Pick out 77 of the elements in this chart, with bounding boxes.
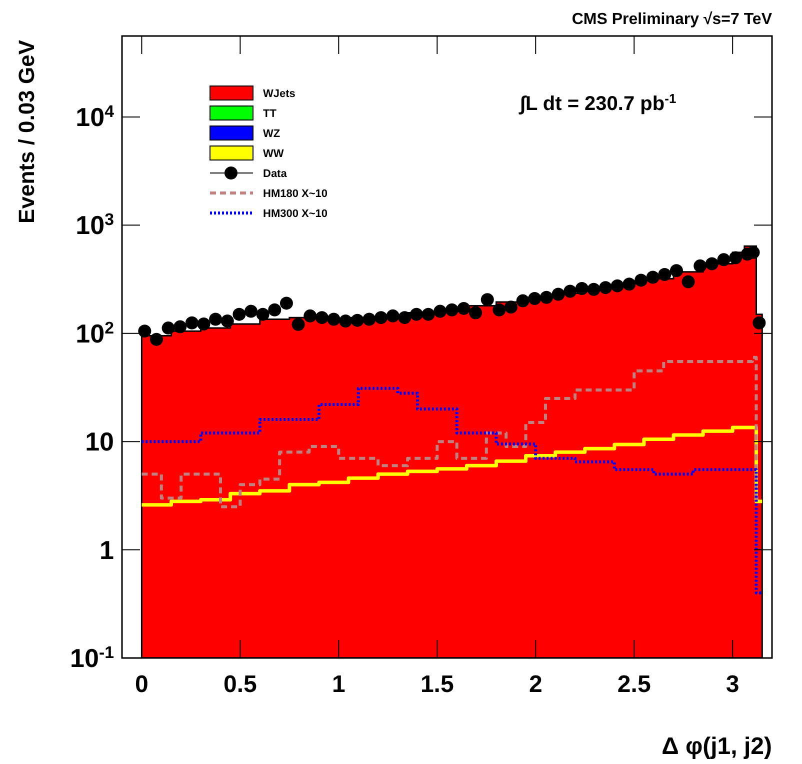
x-tick-label: 0 (135, 671, 148, 698)
point (256, 308, 270, 321)
y-tick-label: 10$^{4}$ (76, 101, 115, 132)
point (232, 308, 246, 321)
y-axis-title: Events / 0.03 GeV (14, 40, 39, 224)
point (516, 294, 530, 308)
point (185, 316, 198, 330)
y-tick-label: 10$^{3}$ (76, 210, 114, 240)
point (398, 311, 412, 324)
point (209, 312, 222, 326)
point (528, 292, 542, 306)
point (599, 281, 612, 294)
legend-label: HM180 X~10 (263, 188, 328, 200)
point (410, 308, 423, 321)
point (150, 332, 163, 346)
point (280, 296, 293, 310)
point (244, 304, 258, 318)
point (268, 303, 282, 316)
point (350, 314, 364, 327)
point (315, 311, 328, 324)
point (575, 282, 588, 295)
point (682, 275, 695, 288)
x-tick-label: 2.5 (617, 671, 651, 698)
point (492, 303, 506, 316)
point (504, 300, 518, 314)
point (434, 304, 447, 318)
point (374, 311, 388, 324)
point (540, 290, 553, 304)
point (729, 251, 742, 264)
point (705, 257, 718, 270)
point (386, 309, 400, 322)
x-axis-title: Δ φ(j1, j2) (662, 733, 772, 760)
point (634, 274, 648, 287)
legend-label: HM300 X~10 (263, 208, 328, 220)
point (622, 278, 636, 291)
chart-title: CMS Preliminary √s=7 TeV (572, 11, 772, 28)
point (752, 316, 766, 330)
point (746, 246, 760, 259)
point (646, 270, 660, 284)
point (587, 282, 600, 296)
point (138, 324, 152, 338)
legend-label: WZ (263, 128, 280, 140)
x-tick-label: 2 (528, 671, 542, 698)
x-tick-label: 0.5 (223, 671, 257, 698)
x-tick-label: 1 (332, 671, 346, 698)
point (717, 253, 730, 266)
point (469, 306, 482, 320)
point (292, 318, 305, 331)
point (694, 259, 707, 272)
x-tick-label: 1.5 (420, 671, 454, 698)
point (362, 312, 376, 326)
legend-label: WW (263, 148, 284, 160)
point (610, 279, 624, 292)
y-tick-label: 10$^{-1}$ (70, 642, 114, 673)
x-tick-label: 3 (726, 671, 740, 698)
y-tick-label: 1 (100, 534, 114, 565)
point (552, 288, 565, 301)
legend-label: TT (263, 108, 277, 120)
point (339, 314, 352, 328)
legend-label: WJets (263, 88, 296, 100)
point (162, 322, 175, 335)
point (174, 320, 187, 334)
point (197, 318, 210, 331)
point (480, 293, 494, 306)
point (445, 303, 458, 316)
y-tick-label: 10 (85, 426, 114, 457)
annotation: ∫L dt = 230.7 pb$^{-1}$ (518, 90, 676, 115)
point (564, 284, 577, 298)
point (658, 268, 672, 282)
point (304, 309, 317, 322)
point (327, 312, 340, 326)
legend-label: Data (263, 168, 288, 180)
point (670, 264, 683, 278)
point (422, 308, 435, 321)
point (220, 314, 234, 328)
point (457, 302, 470, 315)
y-tick-label: 10$^{2}$ (76, 318, 114, 348)
